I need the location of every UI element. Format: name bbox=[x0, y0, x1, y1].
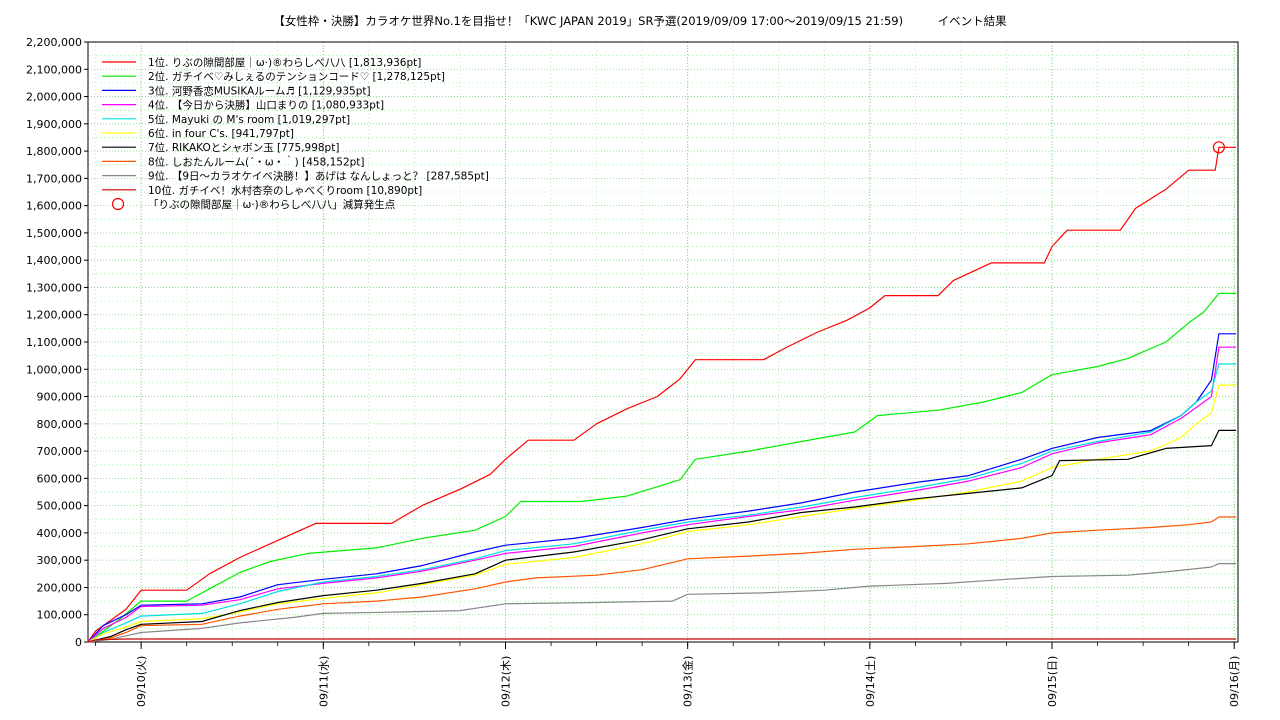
legend-label-10: 10位. ガチイベ！水村杏奈のしゃべくりroom [10,890pt] bbox=[148, 184, 422, 197]
y-tick-label: 300,000 bbox=[37, 554, 83, 567]
y-tick-label: 1,500,000 bbox=[26, 227, 82, 240]
x-tick-label: 09/12(木) bbox=[499, 656, 512, 707]
x-tick-label: 09/16(月) bbox=[1228, 656, 1241, 707]
series-line-9 bbox=[87, 563, 1237, 643]
series-line-7 bbox=[87, 429, 1237, 643]
y-tick-label: 100,000 bbox=[37, 609, 83, 622]
chart-title: 【女性枠・決勝】カラオケ世界No.1を目指せ！「KWC JAPAN 2019」S… bbox=[273, 14, 1007, 28]
series-line-4 bbox=[87, 346, 1237, 643]
y-tick-label: 1,600,000 bbox=[26, 200, 82, 213]
y-tick-label: 2,200,000 bbox=[26, 36, 82, 49]
legend-marker-label-1: 「りぶの隙間部屋｜ω·)®わらしべ八八」減算発生点 bbox=[148, 198, 395, 211]
legend-label-3: 3位. 河野香恋MUSIKAルーム♬ [1,129,935pt] bbox=[148, 84, 371, 97]
legend-label-5: 5位. Mayuki の M's room [1,019,297pt] bbox=[148, 113, 350, 126]
legend-label-8: 8位. しおたんルーム(´・ω・｀) [458,152pt] bbox=[148, 154, 365, 168]
series-line-2 bbox=[87, 292, 1237, 643]
y-tick-label: 400,000 bbox=[37, 527, 83, 540]
x-tick-label: 09/15(日) bbox=[1046, 656, 1059, 707]
legend-label-2: 2位. ガチイベ♡みしぇるのテンションコード♡ [1,278,125pt] bbox=[148, 70, 445, 83]
y-tick-label: 2,100,000 bbox=[26, 63, 82, 76]
plot-frame bbox=[87, 41, 1239, 643]
marker-point-1 bbox=[1212, 141, 1225, 154]
y-tick-label: 1,400,000 bbox=[26, 254, 82, 267]
y-tick-label: 1,700,000 bbox=[26, 172, 82, 185]
x-tick-label: 09/14(土) bbox=[864, 656, 877, 707]
series-line-8 bbox=[87, 516, 1237, 643]
y-tick-label: 1,800,000 bbox=[26, 145, 82, 158]
legend-label-1: 1位. りぶの隙間部屋｜ω·)®わらしべ八八 [1,813,936pt] bbox=[148, 56, 421, 69]
y-tick-label: 1,100,000 bbox=[26, 336, 82, 349]
x-tick-label: 09/13(金) bbox=[681, 656, 695, 707]
y-tick-label: 200,000 bbox=[37, 581, 83, 594]
series-line-5 bbox=[87, 363, 1237, 643]
legend-label-6: 6位. in four C's. [941,797pt] bbox=[148, 127, 294, 140]
y-tick-label: 900,000 bbox=[37, 391, 83, 404]
y-tick-label: 700,000 bbox=[37, 445, 83, 458]
legend-label-9: 9位. 【9日〜カラオケイベ決勝！】あげは なんしょっと？ [287,585pt… bbox=[148, 170, 489, 183]
legend-label-4: 4位. 【今日から決勝】山口まりの [1,080,933pt] bbox=[148, 99, 384, 112]
y-tick-label: 1,300,000 bbox=[26, 281, 82, 294]
y-tick-label: 0 bbox=[75, 636, 82, 649]
legend-marker-1 bbox=[111, 197, 125, 211]
y-tick-label: 600,000 bbox=[37, 472, 83, 485]
y-tick-label: 2,000,000 bbox=[26, 91, 82, 104]
x-tick-label: 09/10(火) bbox=[135, 656, 148, 707]
y-tick-label: 1,200,000 bbox=[26, 309, 82, 322]
y-tick-label: 1,000,000 bbox=[26, 363, 82, 376]
x-tick-label: 09/11(水) bbox=[317, 656, 330, 707]
series-line-10 bbox=[87, 638, 1237, 643]
legend-label-7: 7位. RIKAKOとシャボン玉 [775,998pt] bbox=[148, 141, 339, 154]
series-line-3 bbox=[87, 333, 1237, 643]
series-line-1 bbox=[87, 146, 1237, 643]
y-tick-label: 1,900,000 bbox=[26, 118, 82, 131]
y-tick-label: 500,000 bbox=[37, 500, 83, 513]
y-tick-label: 800,000 bbox=[37, 418, 83, 431]
